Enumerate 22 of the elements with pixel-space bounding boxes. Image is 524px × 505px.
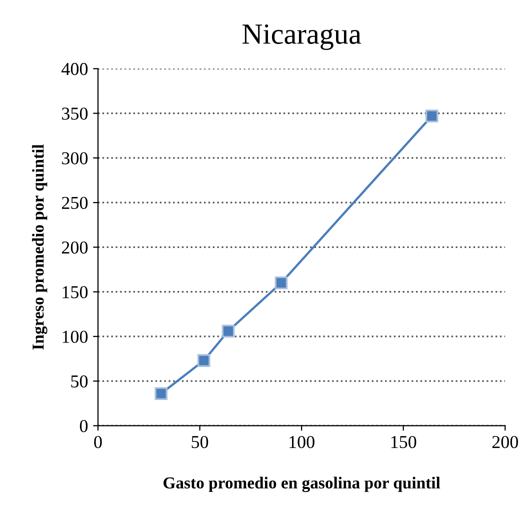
x-axis-title: Gasto promedio en gasolina por quintil: [164, 476, 440, 492]
y-axis-title: Ingreso promedio por quintil: [32, 144, 48, 350]
x-tick-label: 150: [391, 436, 416, 448]
x-tick-label: 200: [492, 436, 518, 448]
y-tick-label: 150: [62, 286, 88, 298]
point: [425, 110, 438, 122]
y-tick-label: 100: [62, 330, 88, 343]
y-tick-label: 50: [71, 375, 88, 388]
y-tick-label: 0: [80, 420, 88, 432]
y-tick-label: 300: [62, 152, 88, 164]
point: [154, 387, 168, 400]
chart-title: Nicaragua: [242, 24, 362, 50]
y-tick-label: 400: [62, 62, 88, 76]
x-tick-label: 0: [94, 436, 102, 448]
y-tick-label: 250: [62, 196, 88, 210]
point: [274, 276, 288, 290]
y-tick-label: 200: [62, 241, 88, 254]
point: [197, 354, 210, 367]
x-tick-label: 100: [290, 436, 314, 448]
x-tick-label: 50: [192, 436, 208, 448]
y-tick-label: 350: [62, 108, 88, 120]
point: [222, 324, 235, 338]
